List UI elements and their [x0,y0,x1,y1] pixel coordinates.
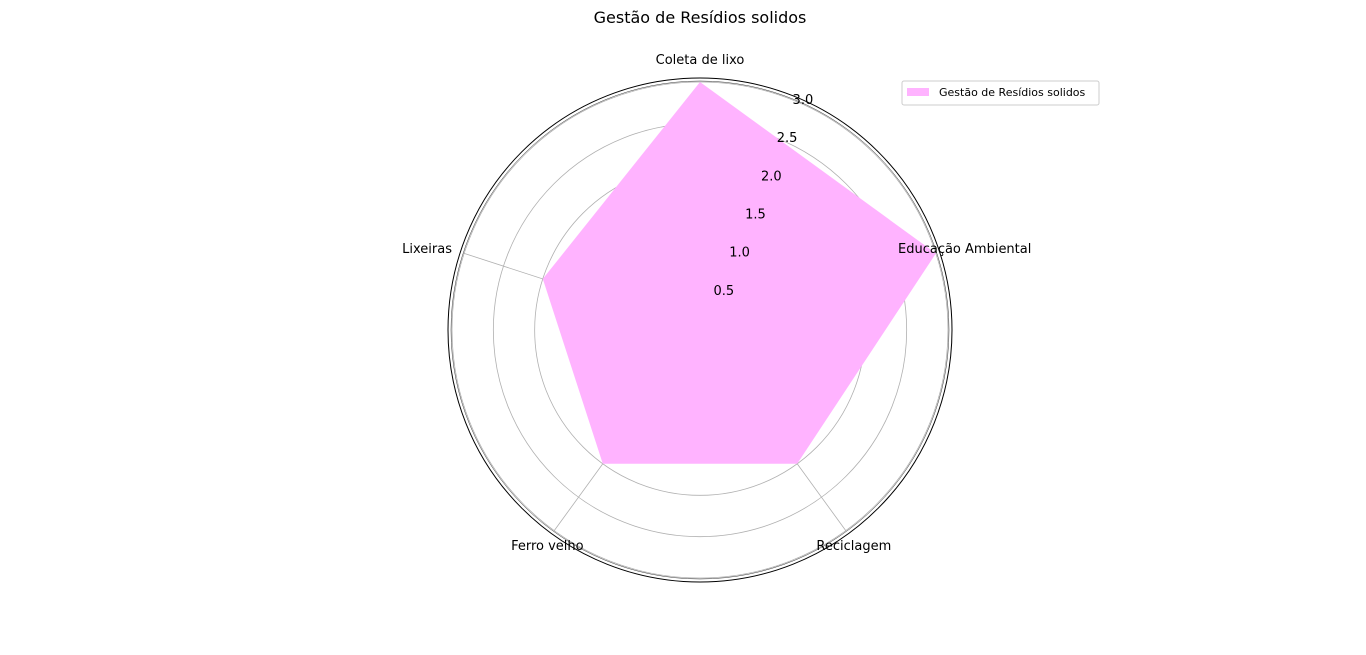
radial-tick-labels: 0.5 1.0 1.5 2.0 2.5 3.0 [713,93,813,299]
category-label-0: Coleta de lixo [656,53,745,68]
tick-label-4: 2.5 [777,131,798,146]
series-area-0 [542,82,936,464]
tick-label-1: 1.0 [729,246,750,261]
legend: Gestão de Resídios solidos [901,80,1100,106]
legend-box [901,80,1100,106]
legend-label: Gestão de Resídios solidos [939,86,1086,99]
polar-frame-outer [447,77,953,583]
tick-label-0: 0.5 [713,284,734,299]
tick-label-5: 3.0 [793,93,814,108]
radar-frame [447,77,953,583]
radar-series [542,81,936,464]
category-labels: Coleta de lixo Educação Ambiental Reciclag… [402,53,1031,554]
tick-label-3: 2.0 [761,169,782,184]
tick-label-2: 1.5 [745,207,766,222]
category-label-4: Lixeiras [402,242,452,257]
polar-frame-inner [450,80,950,580]
category-label-3: Ferro velho [511,539,584,554]
legend-swatch [907,88,929,96]
category-label-2: Reciclagem [816,539,891,554]
chart-title: Gestão de Resídios solidos [594,8,807,27]
category-label-1: Educação Ambiental [898,242,1031,257]
